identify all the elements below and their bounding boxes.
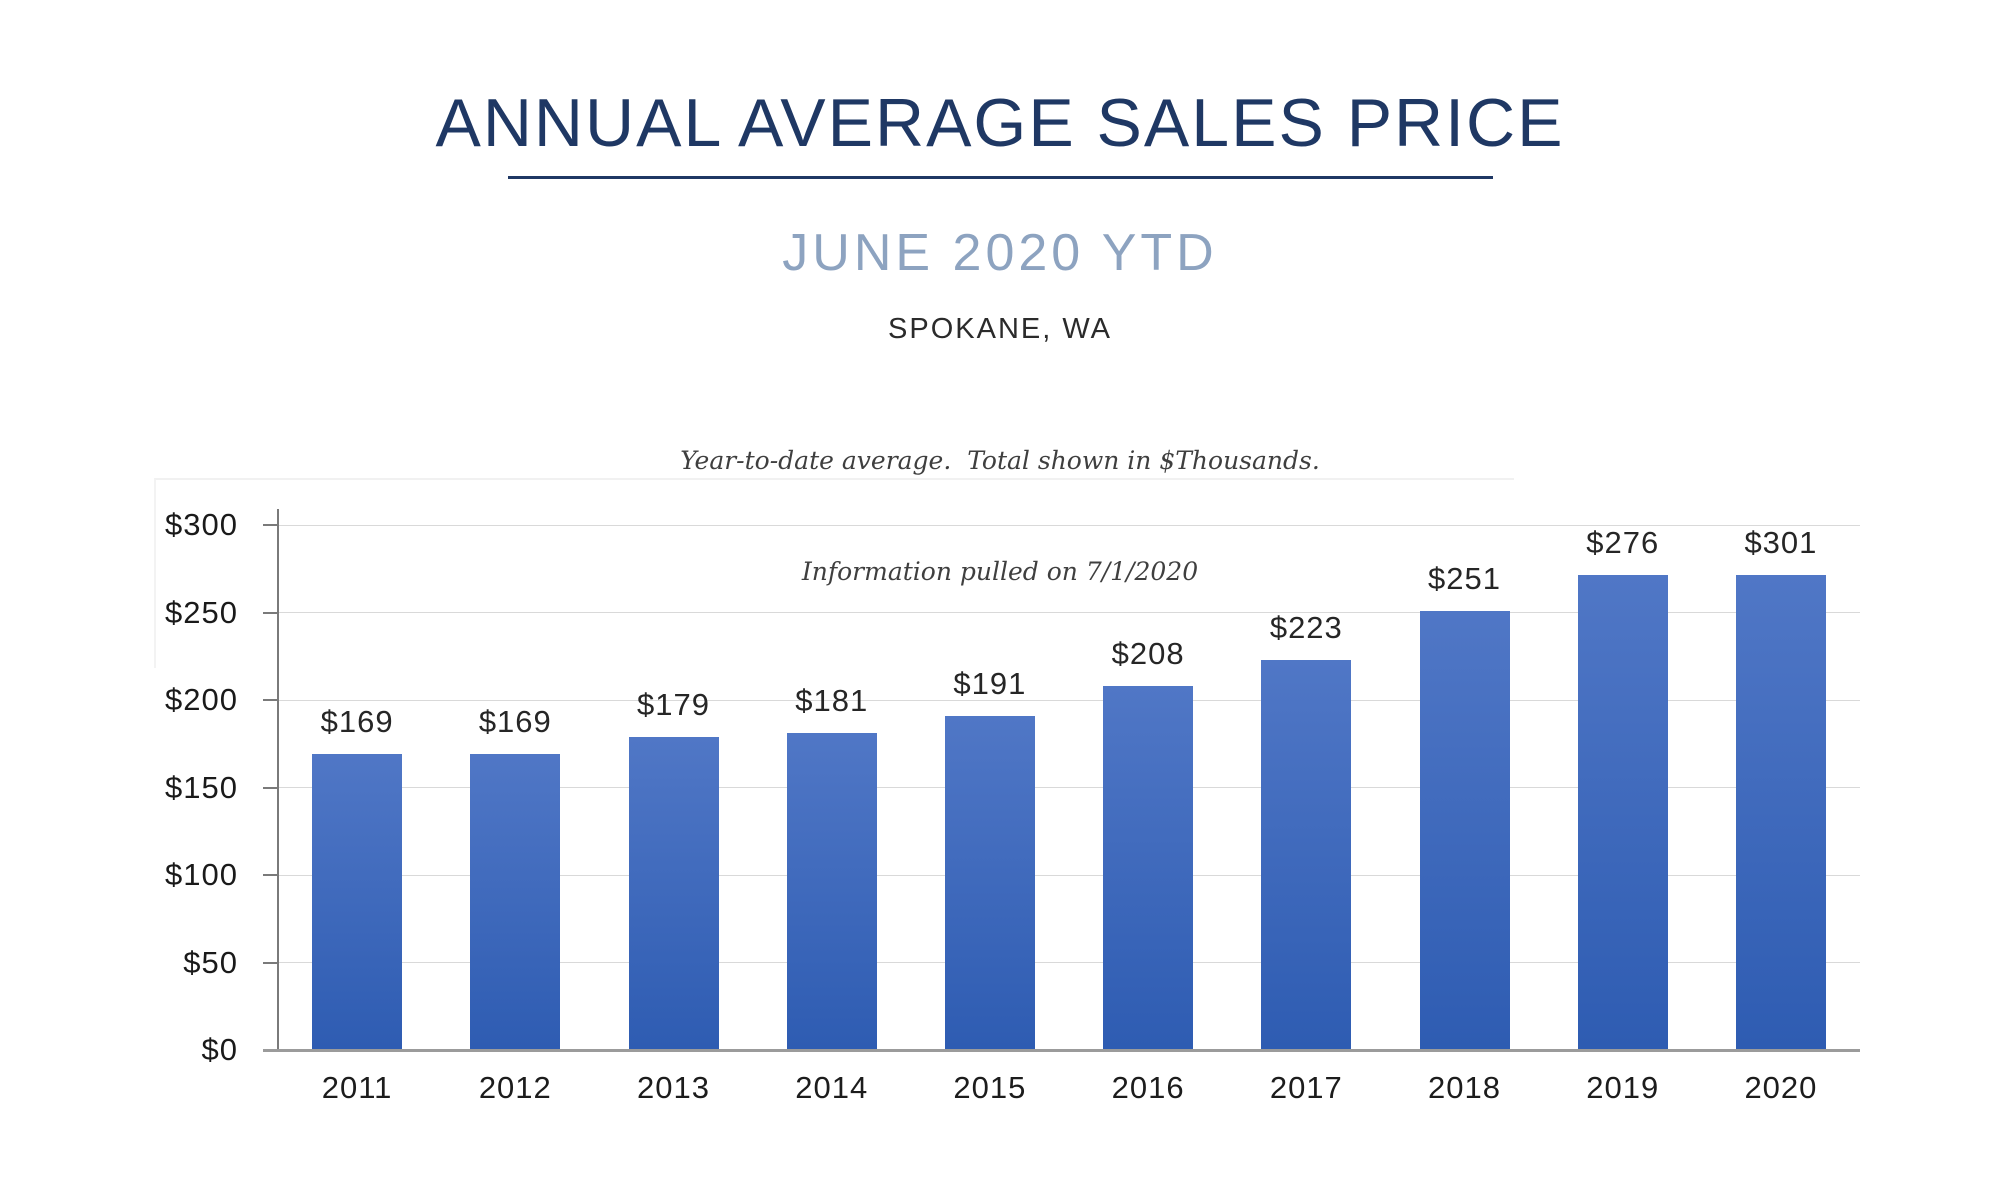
bar-column: $169 bbox=[436, 525, 594, 1050]
title-underline bbox=[507, 176, 1493, 179]
gridline bbox=[278, 524, 1860, 526]
y-axis-tick bbox=[263, 786, 278, 789]
bar-value-label: $169 bbox=[478, 704, 552, 740]
bar bbox=[628, 736, 719, 1050]
bar-value-label: $181 bbox=[795, 683, 869, 719]
location-label: SPOKANE, WA bbox=[888, 313, 1112, 345]
x-axis-label: 2019 bbox=[1586, 1070, 1660, 1105]
y-axis-tick bbox=[263, 961, 278, 964]
bar-column: $169 bbox=[278, 525, 436, 1050]
y-axis-tick bbox=[263, 524, 278, 526]
y-axis-tick-label: $150 bbox=[165, 769, 238, 805]
y-axis-tick bbox=[263, 611, 278, 614]
bar bbox=[1103, 686, 1194, 1050]
bar-column: $223 bbox=[1227, 525, 1385, 1050]
bar bbox=[1735, 575, 1826, 1050]
bar-value-label: $208 bbox=[1111, 636, 1185, 671]
chart-subtitle: JUNE 2020 YTD bbox=[782, 224, 1218, 282]
bar bbox=[1261, 659, 1352, 1050]
x-axis-label: 2011 bbox=[321, 1070, 393, 1105]
bar-column: $208 bbox=[1069, 525, 1227, 1050]
bar bbox=[470, 754, 561, 1050]
note-line-1: Year-to-date average. Total shown in $Th… bbox=[680, 446, 1320, 475]
bar-value-label: $179 bbox=[637, 686, 710, 722]
x-axis-label: 2014 bbox=[795, 1070, 869, 1105]
bar-value-label: $276 bbox=[1586, 525, 1660, 560]
bar-column: $191 bbox=[911, 525, 1069, 1050]
y-axis-tick-label: $250 bbox=[165, 594, 238, 630]
page-title: ANNUAL AVERAGE SALES PRICE bbox=[435, 85, 1565, 161]
x-axis-label: 2015 bbox=[953, 1070, 1027, 1105]
bar bbox=[312, 754, 403, 1050]
gridline bbox=[278, 612, 1860, 613]
x-axis-label: 2020 bbox=[1744, 1070, 1818, 1105]
gridline bbox=[278, 699, 1860, 701]
chart-header: ANNUAL AVERAGE SALES PRICE JUNE 2020 YTD… bbox=[0, 85, 2000, 664]
bar-value-label: $223 bbox=[1269, 609, 1343, 645]
x-axis-label: 2018 bbox=[1428, 1070, 1501, 1105]
note-line-2: Information pulled on 7/1/2020 bbox=[801, 557, 1199, 586]
gridline bbox=[278, 787, 1860, 788]
y-axis-tick bbox=[263, 874, 278, 876]
y-axis-tick-label: $300 bbox=[165, 507, 238, 542]
x-axis-labels: 2011 2012 2013 2014 2015 2016 2017 2018 2019 2020 bbox=[278, 1070, 1860, 1106]
bar-value-label: $191 bbox=[953, 665, 1027, 701]
bar-value-label: $169 bbox=[320, 704, 394, 740]
bar-value-label: $301 bbox=[1744, 525, 1818, 560]
bar bbox=[1419, 610, 1510, 1050]
bar-value-label: $251 bbox=[1428, 560, 1501, 596]
x-axis-label: 2012 bbox=[478, 1070, 552, 1105]
y-axis-line bbox=[277, 509, 279, 1050]
x-axis-label: 2016 bbox=[1111, 1070, 1185, 1105]
bar bbox=[1577, 575, 1668, 1050]
bar-column: $251 bbox=[1385, 525, 1543, 1050]
x-axis-line bbox=[263, 1049, 1860, 1052]
gridline bbox=[278, 962, 1860, 963]
bar-chart: $169 $169 $179 $181 $191 $208 $223 $251 $276 $301… bbox=[120, 468, 1880, 1148]
y-axis-tick bbox=[263, 699, 278, 701]
bar-column: $301 bbox=[1702, 525, 1860, 1050]
gridline bbox=[278, 874, 1860, 876]
plot-area: $169 $169 $179 $181 $191 $208 $223 $251 $276 $301… bbox=[165, 508, 1860, 1105]
y-axis-tick-label: $100 bbox=[165, 857, 238, 892]
bar bbox=[786, 733, 877, 1050]
y-axis-tick-label: $200 bbox=[165, 682, 238, 717]
x-axis-label: 2013 bbox=[637, 1070, 710, 1105]
bar-column: $276 bbox=[1544, 525, 1702, 1050]
y-axis-tick-label: $50 bbox=[183, 944, 238, 980]
y-axis-tick-label: $0 bbox=[201, 1032, 238, 1067]
bars-container: $169 $169 $179 $181 $191 $208 $223 $251 $276 $301 bbox=[278, 525, 1860, 1050]
x-axis-label: 2017 bbox=[1269, 1070, 1343, 1105]
chart-notes: Year-to-date average. Total shown in $Th… bbox=[0, 368, 2000, 664]
bar-column: $179 bbox=[594, 525, 752, 1050]
bar bbox=[944, 715, 1035, 1050]
bar-column: $181 bbox=[753, 525, 911, 1050]
